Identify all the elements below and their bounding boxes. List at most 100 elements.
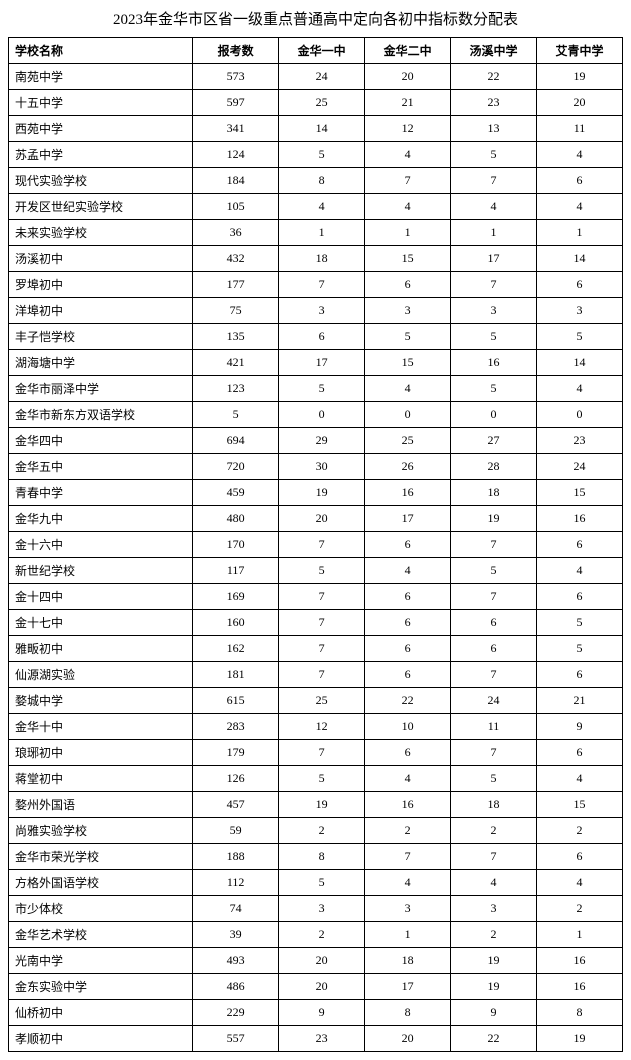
table-row: 罗埠初中1777676 <box>9 272 623 298</box>
school-name-cell: 孝顺初中 <box>9 1026 193 1052</box>
value-cell: 5 <box>451 324 537 350</box>
value-cell: 457 <box>193 792 279 818</box>
table-row: 孝顺初中55723202219 <box>9 1026 623 1052</box>
school-name-cell: 现代实验学校 <box>9 168 193 194</box>
value-cell: 20 <box>279 948 365 974</box>
value-cell: 7 <box>279 610 365 636</box>
value-cell: 18 <box>365 948 451 974</box>
table-row: 雅畈初中1627665 <box>9 636 623 662</box>
table-row: 金华九中48020171916 <box>9 506 623 532</box>
value-cell: 170 <box>193 532 279 558</box>
table-header: 学校名称报考数金华一中金华二中汤溪中学艾青中学 <box>9 38 623 64</box>
table-row: 金华艺术学校392121 <box>9 922 623 948</box>
value-cell: 28 <box>451 454 537 480</box>
table-row: 金华五中72030262824 <box>9 454 623 480</box>
value-cell: 39 <box>193 922 279 948</box>
table-row: 开发区世纪实验学校1054444 <box>9 194 623 220</box>
value-cell: 16 <box>537 948 623 974</box>
col-header-5: 艾青中学 <box>537 38 623 64</box>
school-name-cell: 新世纪学校 <box>9 558 193 584</box>
value-cell: 6 <box>537 168 623 194</box>
value-cell: 459 <box>193 480 279 506</box>
value-cell: 720 <box>193 454 279 480</box>
value-cell: 3 <box>451 298 537 324</box>
value-cell: 17 <box>451 246 537 272</box>
table-row: 尚雅实验学校592222 <box>9 818 623 844</box>
value-cell: 17 <box>365 506 451 532</box>
value-cell: 7 <box>451 532 537 558</box>
col-header-name: 学校名称 <box>9 38 193 64</box>
value-cell: 18 <box>451 792 537 818</box>
value-cell: 6 <box>537 272 623 298</box>
value-cell: 19 <box>537 1026 623 1052</box>
school-name-cell: 西苑中学 <box>9 116 193 142</box>
value-cell: 181 <box>193 662 279 688</box>
value-cell: 7 <box>451 272 537 298</box>
value-cell: 4 <box>365 558 451 584</box>
value-cell: 9 <box>279 1000 365 1026</box>
value-cell: 6 <box>365 272 451 298</box>
value-cell: 597 <box>193 90 279 116</box>
school-name-cell: 南苑中学 <box>9 64 193 90</box>
school-name-cell: 洋埠初中 <box>9 298 193 324</box>
value-cell: 6 <box>537 662 623 688</box>
value-cell: 20 <box>279 506 365 532</box>
school-name-cell: 金东实验中学 <box>9 974 193 1000</box>
value-cell: 169 <box>193 584 279 610</box>
table-row: 金华市新东方双语学校50000 <box>9 402 623 428</box>
value-cell: 19 <box>279 792 365 818</box>
table-row: 市少体校743332 <box>9 896 623 922</box>
value-cell: 6 <box>365 740 451 766</box>
value-cell: 11 <box>537 116 623 142</box>
value-cell: 10 <box>365 714 451 740</box>
table-row: 金华市丽泽中学1235454 <box>9 376 623 402</box>
value-cell: 22 <box>451 64 537 90</box>
value-cell: 24 <box>537 454 623 480</box>
value-cell: 6 <box>451 636 537 662</box>
value-cell: 7 <box>279 662 365 688</box>
school-name-cell: 金华九中 <box>9 506 193 532</box>
table-row: 现代实验学校1848776 <box>9 168 623 194</box>
table-row: 金华市荣光学校1888776 <box>9 844 623 870</box>
value-cell: 16 <box>365 480 451 506</box>
col-header-2: 金华一中 <box>279 38 365 64</box>
value-cell: 75 <box>193 298 279 324</box>
value-cell: 123 <box>193 376 279 402</box>
value-cell: 20 <box>537 90 623 116</box>
value-cell: 2 <box>279 818 365 844</box>
value-cell: 1 <box>451 220 537 246</box>
value-cell: 6 <box>279 324 365 350</box>
table-row: 金十四中1697676 <box>9 584 623 610</box>
school-name-cell: 市少体校 <box>9 896 193 922</box>
table-row: 苏孟中学1245454 <box>9 142 623 168</box>
value-cell: 7 <box>451 168 537 194</box>
page-title: 2023年金华市区省一级重点普通高中定向各初中指标数分配表 <box>8 8 623 29</box>
value-cell: 4 <box>279 194 365 220</box>
value-cell: 3 <box>451 896 537 922</box>
value-cell: 24 <box>279 64 365 90</box>
value-cell: 16 <box>537 506 623 532</box>
value-cell: 16 <box>537 974 623 1000</box>
value-cell: 432 <box>193 246 279 272</box>
school-name-cell: 仙源湖实验 <box>9 662 193 688</box>
value-cell: 6 <box>365 662 451 688</box>
value-cell: 1 <box>537 922 623 948</box>
table-row: 仙桥初中2299898 <box>9 1000 623 1026</box>
value-cell: 4 <box>537 766 623 792</box>
value-cell: 8 <box>279 168 365 194</box>
value-cell: 3 <box>279 896 365 922</box>
value-cell: 8 <box>537 1000 623 1026</box>
school-name-cell: 苏孟中学 <box>9 142 193 168</box>
value-cell: 177 <box>193 272 279 298</box>
value-cell: 7 <box>451 740 537 766</box>
value-cell: 6 <box>451 610 537 636</box>
value-cell: 6 <box>537 844 623 870</box>
value-cell: 21 <box>537 688 623 714</box>
value-cell: 6 <box>537 532 623 558</box>
school-name-cell: 金十六中 <box>9 532 193 558</box>
value-cell: 20 <box>365 1026 451 1052</box>
value-cell: 2 <box>537 818 623 844</box>
value-cell: 4 <box>537 558 623 584</box>
value-cell: 1 <box>365 220 451 246</box>
value-cell: 5 <box>193 402 279 428</box>
